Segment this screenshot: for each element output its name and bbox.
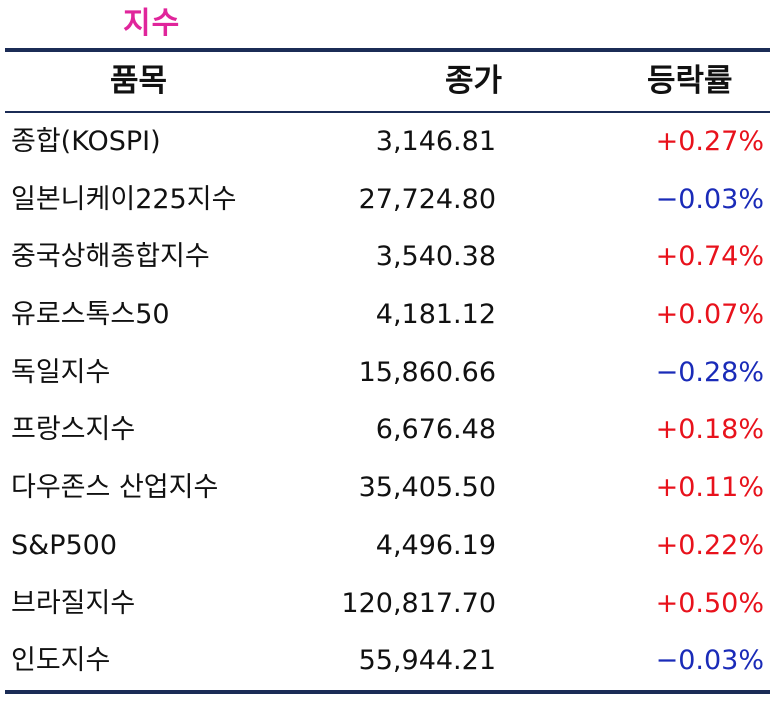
index-name: 다우존스 산업지수 — [11, 472, 219, 504]
column-header-name: 품목 — [110, 63, 168, 99]
change-rate: −0.03% — [655, 183, 764, 215]
closing-price: 4,181.12 — [375, 299, 496, 331]
closing-price: 4,496.19 — [375, 529, 496, 561]
closing-price: 55,944.21 — [358, 645, 496, 677]
change-rate: +0.18% — [655, 414, 764, 446]
index-name: 종합(KOSPI) — [11, 126, 161, 157]
index-name: 프랑스지수 — [11, 414, 136, 446]
index-name: 유로스톡스50 — [11, 299, 170, 331]
change-rate: +0.07% — [655, 299, 764, 331]
change-rate: +0.27% — [655, 126, 764, 157]
closing-price: 27,724.80 — [358, 183, 496, 215]
column-header-close: 종가 — [445, 63, 503, 99]
table-row: 종합(KOSPI) 3,146.81 +0.27% — [5, 113, 770, 171]
table-row: 일본니케이225지수 27,724.80 −0.03% — [5, 171, 770, 229]
index-name: 중국상해종합지수 — [11, 241, 210, 273]
index-table-body: 종합(KOSPI) 3,146.81 +0.27% 일본니케이225지수 27,724.… — [5, 113, 770, 690]
table-bottom-rule — [5, 690, 770, 694]
closing-price: 3,146.81 — [375, 126, 496, 157]
closing-price: 3,540.38 — [375, 241, 496, 273]
index-name: 인도지수 — [11, 645, 111, 677]
closing-price: 15,860.66 — [358, 356, 496, 388]
table-row: 유로스톡스50 4,181.12 +0.07% — [5, 286, 770, 344]
closing-price: 35,405.50 — [358, 472, 496, 504]
index-name: S&P500 — [11, 529, 118, 561]
table-top-rule — [5, 48, 770, 52]
closing-price: 120,817.70 — [341, 587, 496, 619]
change-rate: +0.11% — [655, 472, 764, 504]
change-rate: +0.22% — [655, 529, 764, 561]
page-title: 지수 — [123, 6, 181, 41]
table-header: 품목 종가 등락률 — [5, 52, 770, 111]
change-rate: −0.03% — [655, 645, 764, 677]
table-row: 프랑스지수 6,676.48 +0.18% — [5, 401, 770, 459]
table-row: 브라질지수 120,817.70 +0.50% — [5, 575, 770, 633]
table-row: S&P500 4,496.19 +0.22% — [5, 517, 770, 575]
header-divider — [5, 111, 770, 113]
change-rate: +0.74% — [655, 241, 764, 273]
index-name: 일본니케이225지수 — [11, 183, 237, 215]
table-row: 독일지수 15,860.66 −0.28% — [5, 344, 770, 402]
table-row: 인도지수 55,944.21 −0.03% — [5, 632, 770, 690]
change-rate: +0.50% — [655, 587, 764, 619]
index-name: 독일지수 — [11, 356, 111, 388]
column-header-change: 등락률 — [647, 63, 733, 99]
index-name: 브라질지수 — [11, 587, 136, 619]
change-rate: −0.28% — [655, 356, 764, 388]
table-row: 중국상해종합지수 3,540.38 +0.74% — [5, 228, 770, 286]
closing-price: 6,676.48 — [375, 414, 496, 446]
table-row: 다우존스 산업지수 35,405.50 +0.11% — [5, 459, 770, 517]
